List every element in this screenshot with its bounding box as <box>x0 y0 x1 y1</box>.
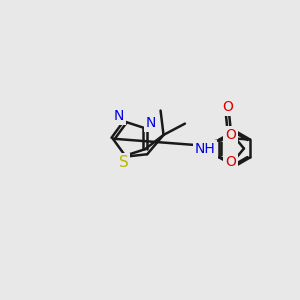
Text: NH: NH <box>195 142 216 156</box>
Text: O: O <box>222 100 233 115</box>
Text: O: O <box>225 155 236 169</box>
Text: N: N <box>114 110 124 123</box>
Text: O: O <box>225 128 236 142</box>
Text: N: N <box>145 116 156 130</box>
Text: S: S <box>119 155 129 170</box>
